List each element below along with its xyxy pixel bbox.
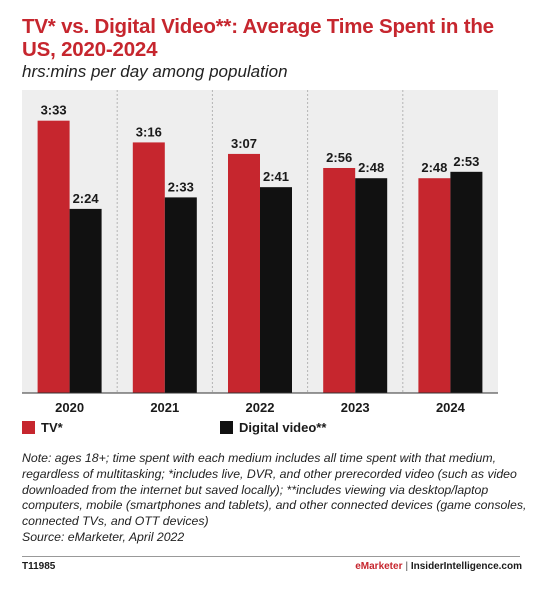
bar-digital-video-2022 [260,187,292,393]
footer-brand: eMarketer | InsiderIntelligence.com [355,561,522,572]
legend-item-digital-video: Digital video** [220,420,326,435]
data-label: 2:41 [263,169,289,184]
data-label: 3:33 [41,103,67,118]
footer-divider [22,556,520,557]
bar-digital-video-2024 [450,171,483,393]
x-tick-label: 2024 [436,400,466,415]
brand-separator: | [402,561,411,572]
x-tick-label: 2021 [150,400,179,415]
bar-tv-2021 [132,142,165,393]
note-text: Note: ages 18+; time spent with each med… [22,451,527,529]
legend-swatch-tv [22,421,35,434]
legend-label-tv: TV* [41,420,63,435]
x-tick-label: 2020 [55,400,84,415]
legend-label-digital-video: Digital video** [239,420,327,435]
x-tick-label: 2023 [341,400,370,415]
data-label: 3:16 [136,124,162,139]
bar-tv-2022 [228,153,260,393]
bar-digital-video-2021 [164,197,197,393]
x-tick-label: 2022 [246,400,275,415]
bar-digital-video-2023 [355,178,388,393]
bar-tv-2024 [418,178,451,393]
data-label: 3:07 [231,136,257,151]
bar-chart: 3:33 2:24 2020 3:16 2:33 2021 3:07 2:41 2022 2:56… [22,90,498,415]
data-label: 2:56 [326,150,352,165]
chart-title: TV* vs. Digital Video**: Average Time Sp… [22,15,494,61]
chart-note: Note: ages 18+; time spent with each med… [22,451,527,546]
bar-tv-2020 [37,120,70,394]
data-label: 2:33 [168,179,194,194]
legend-swatch-digital-video [220,421,233,434]
brand-insider: InsiderIntelligence.com [410,561,522,572]
data-label: 2:48 [358,160,384,175]
bar-tv-2023 [323,167,356,393]
bar-digital-video-2020 [69,208,102,393]
data-label: 2:48 [421,160,447,175]
source-text: Source: eMarketer, April 2022 [22,529,185,544]
chart-id: T11985 [22,561,56,572]
data-label: 2:24 [73,191,100,206]
legend-item-tv: TV* [22,420,63,435]
data-label: 2:53 [453,154,479,169]
brand-emarketer: eMarketer [355,561,403,572]
chart-subtitle: hrs:mins per day among population [22,62,288,81]
